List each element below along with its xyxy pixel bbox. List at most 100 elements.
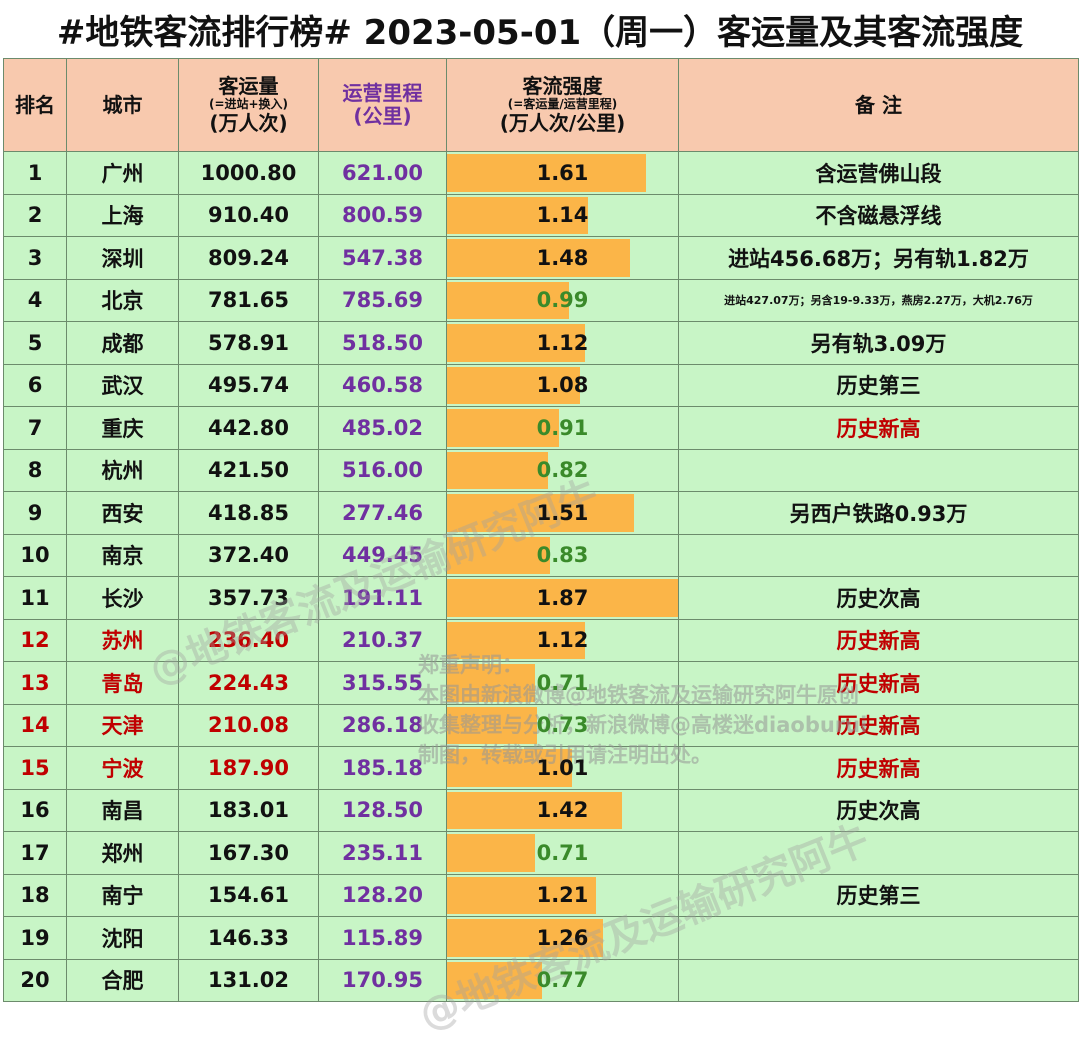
rank-cell: 15 xyxy=(3,746,67,790)
intensity-cell: 1.51 xyxy=(446,491,679,535)
rank-cell: 11 xyxy=(3,576,67,620)
rank-cell: 6 xyxy=(3,363,67,407)
intensity-value: 1.01 xyxy=(536,755,589,780)
ridership-cell: 372.40 xyxy=(178,533,319,577)
intensity-bar xyxy=(447,196,588,234)
ridership-cell: 210.08 xyxy=(178,703,319,747)
km-cell: 185.18 xyxy=(318,746,447,790)
ridership-cell: 154.61 xyxy=(178,873,319,917)
km-cell: 235.11 xyxy=(318,831,447,875)
intensity-cell: 0.77 xyxy=(446,958,679,1002)
km-cell: 460.58 xyxy=(318,363,447,407)
intensity-cell: 1.08 xyxy=(446,363,679,407)
city-cell: 青岛 xyxy=(66,661,179,705)
ridership-ranking-table: 排名 城市 客运量 (=进站+换入) (万人次) 运营里程 (公里) 客流强度 … xyxy=(3,58,1079,1002)
ridership-cell: 418.85 xyxy=(178,491,319,535)
header-note: 备 注 xyxy=(678,58,1079,152)
table-row: 2 上海 910.40 800.59 1.14 不含磁悬浮线 xyxy=(3,193,1079,237)
rank-cell: 20 xyxy=(3,958,67,1002)
km-cell: 191.11 xyxy=(318,576,447,620)
rank-cell: 3 xyxy=(3,236,67,280)
intensity-bar xyxy=(447,621,586,659)
table-row: 15 宁波 187.90 185.18 1.01 历史新高 xyxy=(3,746,1079,790)
intensity-value: 0.71 xyxy=(536,840,589,865)
table-row: 10 南京 372.40 449.45 0.83 xyxy=(3,533,1079,577)
intensity-cell: 1.87 xyxy=(446,576,679,620)
rank-cell: 5 xyxy=(3,321,67,365)
intensity-bar xyxy=(447,239,630,277)
intensity-cell: 1.61 xyxy=(446,151,679,195)
note-cell: 历史新高 xyxy=(678,406,1079,450)
intensity-bar xyxy=(447,664,535,702)
ridership-cell: 495.74 xyxy=(178,363,319,407)
city-cell: 合肥 xyxy=(66,958,179,1002)
intensity-value: 0.91 xyxy=(536,415,589,440)
city-cell: 深圳 xyxy=(66,236,179,280)
note-cell: 进站456.68万；另有轨1.82万 xyxy=(678,236,1079,280)
km-cell: 485.02 xyxy=(318,406,447,450)
intensity-value: 0.82 xyxy=(536,458,589,483)
ridership-cell: 224.43 xyxy=(178,661,319,705)
intensity-value: 1.14 xyxy=(536,203,589,228)
intensity-bar xyxy=(447,791,623,829)
km-cell: 547.38 xyxy=(318,236,447,280)
city-cell: 广州 xyxy=(66,151,179,195)
table-row: 16 南昌 183.01 128.50 1.42 历史次高 xyxy=(3,788,1079,832)
rank-cell: 2 xyxy=(3,193,67,237)
intensity-cell: 0.73 xyxy=(446,703,679,747)
intensity-value: 1.51 xyxy=(536,500,589,525)
intensity-value: 0.83 xyxy=(536,543,589,568)
city-cell: 南宁 xyxy=(66,873,179,917)
intensity-cell: 1.12 xyxy=(446,321,679,365)
note-cell: 历史第三 xyxy=(678,873,1079,917)
intensity-value: 0.99 xyxy=(536,288,589,313)
intensity-value: 0.77 xyxy=(536,968,589,993)
header-km: 运营里程 (公里) xyxy=(318,58,447,152)
intensity-bar xyxy=(447,536,550,574)
note-cell: 另有轨3.09万 xyxy=(678,321,1079,365)
note-cell: 另西户铁路0.93万 xyxy=(678,491,1079,535)
rank-cell: 13 xyxy=(3,661,67,705)
rank-cell: 14 xyxy=(3,703,67,747)
city-cell: 天津 xyxy=(66,703,179,747)
rank-cell: 10 xyxy=(3,533,67,577)
ridership-cell: 236.40 xyxy=(178,618,319,662)
rank-cell: 8 xyxy=(3,448,67,492)
intensity-bar xyxy=(447,366,581,404)
intensity-cell: 0.71 xyxy=(446,661,679,705)
ridership-cell: 131.02 xyxy=(178,958,319,1002)
intensity-bar xyxy=(447,706,538,744)
city-cell: 杭州 xyxy=(66,448,179,492)
intensity-bar xyxy=(447,834,535,872)
city-cell: 苏州 xyxy=(66,618,179,662)
intensity-bar xyxy=(447,961,543,999)
table-row: 13 青岛 224.43 315.55 0.71 历史新高 xyxy=(3,661,1079,705)
header-ridership-unit: (万人次) xyxy=(209,110,288,135)
intensity-value: 1.08 xyxy=(536,373,589,398)
km-cell: 210.37 xyxy=(318,618,447,662)
note-cell: 历史新高 xyxy=(678,703,1079,747)
table-row: 6 武汉 495.74 460.58 1.08 历史第三 xyxy=(3,363,1079,407)
km-cell: 286.18 xyxy=(318,703,447,747)
note-cell xyxy=(678,958,1079,1002)
intensity-bar xyxy=(447,451,549,489)
note-cell xyxy=(678,831,1079,875)
km-cell: 128.50 xyxy=(318,788,447,832)
ridership-cell: 578.91 xyxy=(178,321,319,365)
header-rank: 排名 xyxy=(3,58,67,152)
intensity-cell: 1.42 xyxy=(446,788,679,832)
city-cell: 上海 xyxy=(66,193,179,237)
intensity-cell: 0.91 xyxy=(446,406,679,450)
km-cell: 170.95 xyxy=(318,958,447,1002)
rank-cell: 19 xyxy=(3,916,67,960)
note-cell: 不含磁悬浮线 xyxy=(678,193,1079,237)
ridership-cell: 357.73 xyxy=(178,576,319,620)
intensity-cell: 1.21 xyxy=(446,873,679,917)
table-row: 12 苏州 236.40 210.37 1.12 历史新高 xyxy=(3,618,1079,662)
header-km-main: 运营里程 xyxy=(342,81,423,105)
note-cell xyxy=(678,448,1079,492)
note-cell: 历史新高 xyxy=(678,618,1079,662)
table-row: 9 西安 418.85 277.46 1.51 另西户铁路0.93万 xyxy=(3,491,1079,535)
intensity-value: 1.48 xyxy=(536,245,589,270)
intensity-bar xyxy=(447,281,570,319)
